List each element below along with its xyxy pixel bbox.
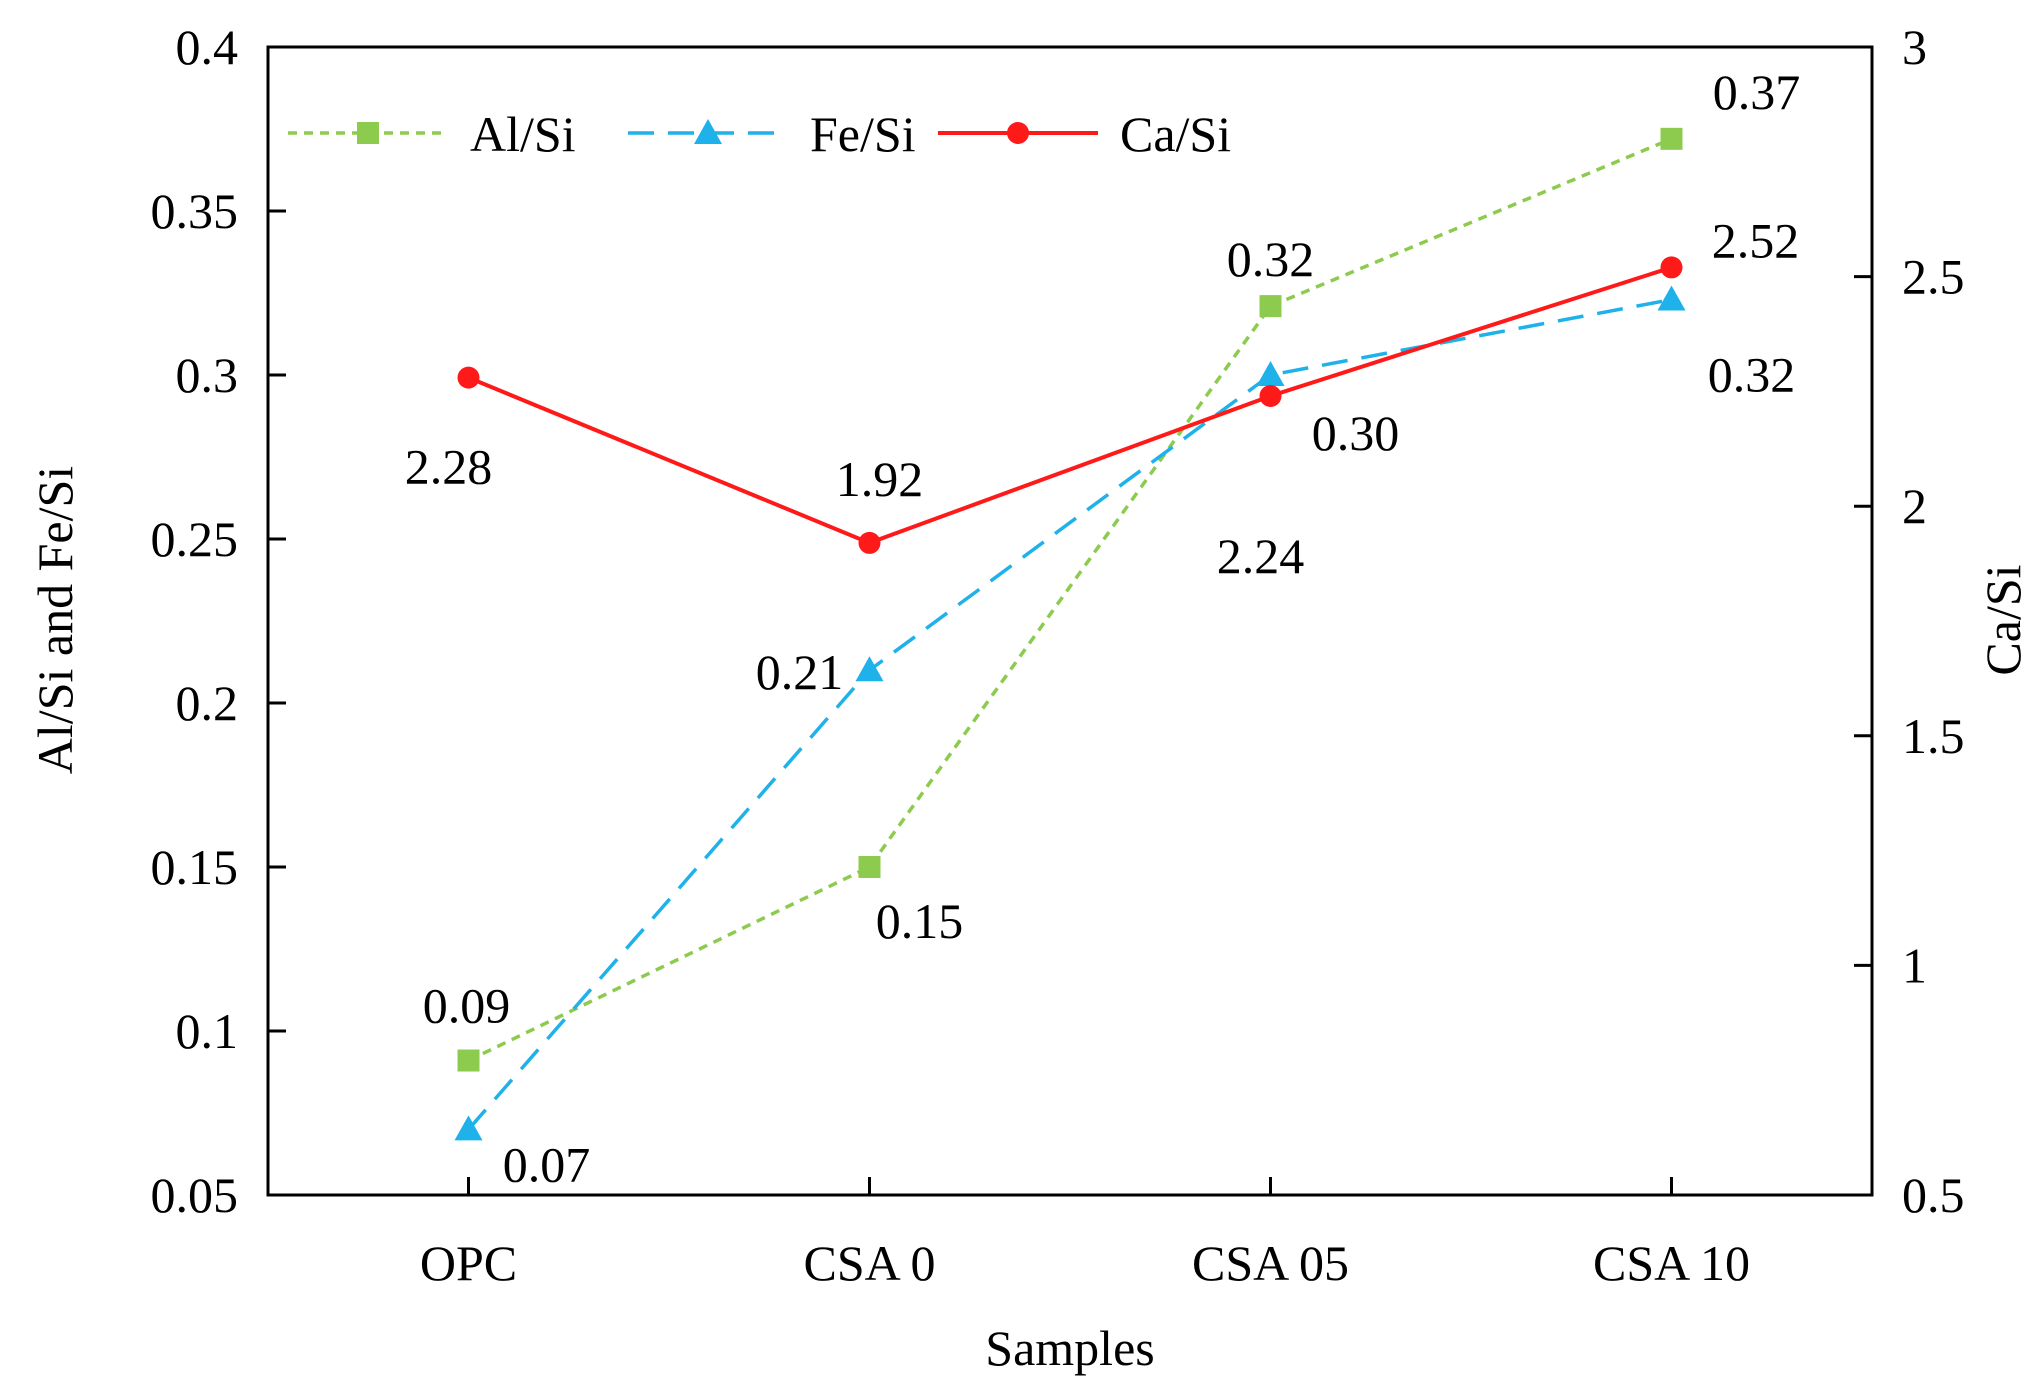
data-point-ca-si xyxy=(1660,256,1683,279)
data-label: 0.07 xyxy=(503,1136,591,1192)
y-right-tick-label: 1.5 xyxy=(1902,708,1965,764)
legend-marker-al-si xyxy=(357,122,379,144)
data-label: 0.30 xyxy=(1312,405,1400,461)
x-axis-title: Samples xyxy=(985,1320,1154,1376)
x-tick-label: OPC xyxy=(420,1235,517,1291)
y-left-tick-label: 0.2 xyxy=(176,675,239,731)
data-point-ca-si xyxy=(457,366,480,389)
y-right-tick-label: 2 xyxy=(1902,478,1927,534)
data-point-al-si xyxy=(1660,127,1683,150)
data-point-fe-si xyxy=(1657,285,1686,311)
x-tick-label: CSA 10 xyxy=(1593,1235,1750,1291)
y-right-tick-label: 0.5 xyxy=(1902,1167,1965,1223)
data-point-al-si xyxy=(1259,295,1282,318)
y-left-tick-label: 0.1 xyxy=(176,1003,239,1059)
y-left-axis-title: Al/Si and Fe/Si xyxy=(27,466,83,774)
y-right-tick-label: 1 xyxy=(1902,937,1927,993)
data-point-fe-si xyxy=(855,656,884,682)
data-label: 0.21 xyxy=(756,644,844,700)
x-tick-label: CSA 05 xyxy=(1192,1235,1349,1291)
series-layer xyxy=(454,127,1686,1141)
legend: Al/Si Fe/Si Ca/Si xyxy=(288,106,1231,162)
data-point-ca-si xyxy=(858,531,881,554)
data-label: 0.37 xyxy=(1713,64,1801,120)
data-point-fe-si xyxy=(1256,361,1285,386)
y-right-tick-label: 2.5 xyxy=(1902,249,1965,305)
data-label: 0.09 xyxy=(423,978,511,1034)
data-label: 0.32 xyxy=(1227,231,1315,287)
series-line-ca-si xyxy=(467,265,1673,546)
data-label: 2.28 xyxy=(405,439,493,495)
legend-label-al-si: Al/Si xyxy=(470,106,576,162)
data-label: 2.24 xyxy=(1217,528,1305,584)
y-left-tick-label: 0.3 xyxy=(176,347,239,403)
legend-label-fe-si: Fe/Si xyxy=(810,106,916,162)
legend-marker-fe-si xyxy=(694,119,722,144)
x-axis: OPC CSA 0 CSA 05 CSA 10 xyxy=(420,1177,1750,1291)
data-labels: 0.09 0.15 0.32 0.37 0.07 0.21 0.30 0.32 2.28 1.92… xyxy=(405,64,1801,1193)
y-left-tick-label: 0.35 xyxy=(151,183,239,239)
legend-marker-ca-si xyxy=(1007,122,1029,144)
legend-label-ca-si: Ca/Si xyxy=(1120,106,1231,162)
series-line-al-si xyxy=(467,137,1673,1063)
y-left-tick-label: 0.4 xyxy=(176,19,239,75)
y-left-axis: 0.05 0.1 0.15 0.2 0.25 0.3 0.35 0.4 xyxy=(151,19,286,1223)
data-point-ca-si xyxy=(1259,384,1282,407)
data-label: 1.92 xyxy=(836,451,924,507)
data-point-al-si xyxy=(858,856,881,878)
data-point-al-si xyxy=(457,1049,480,1072)
x-tick-label: CSA 0 xyxy=(803,1235,935,1291)
y-left-tick-label: 0.15 xyxy=(151,839,239,895)
y-left-tick-label: 0.05 xyxy=(151,1167,239,1223)
plot-frame xyxy=(266,45,1874,1197)
y-right-tick-label: 3 xyxy=(1902,19,1927,75)
y-right-axis: 0.5 1 1.5 2 2.5 3 xyxy=(1854,19,1965,1223)
data-point-fe-si xyxy=(454,1115,483,1141)
series-line-fe-si xyxy=(467,297,1672,1131)
data-label: 0.32 xyxy=(1708,347,1796,403)
y-right-axis-title: Ca/Si xyxy=(1975,564,2031,675)
data-label: 2.52 xyxy=(1712,212,1800,268)
data-label: 0.15 xyxy=(876,893,964,949)
y-left-tick-label: 0.25 xyxy=(151,511,239,567)
